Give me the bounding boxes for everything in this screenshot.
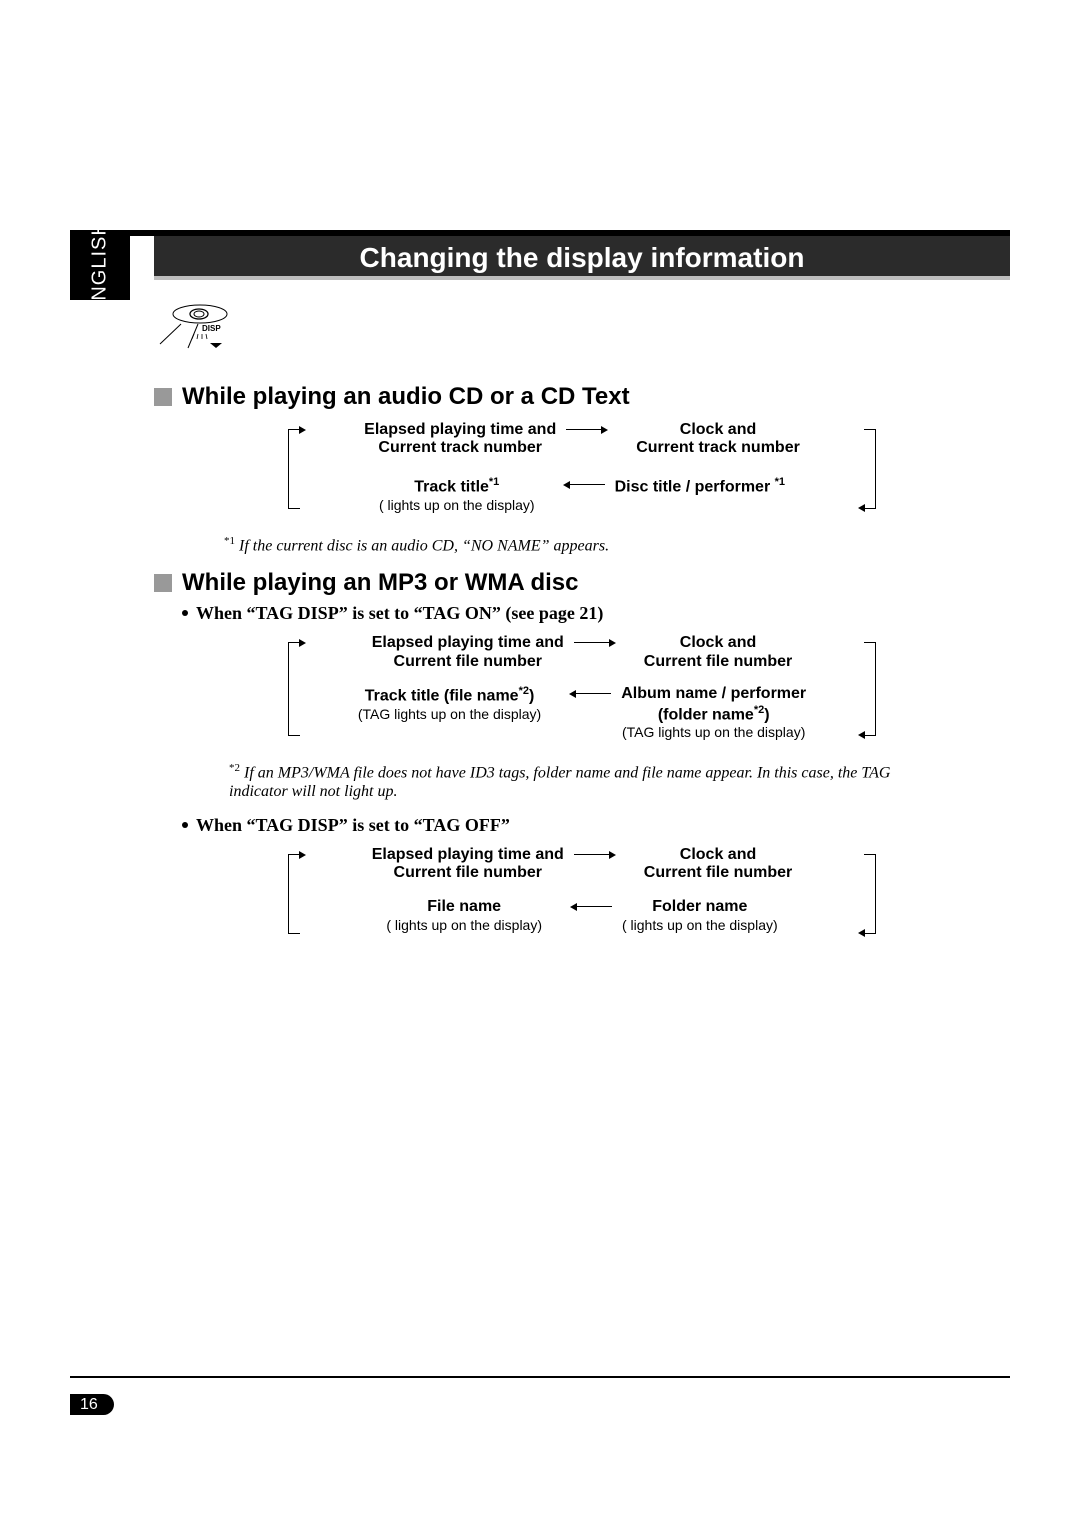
flow-text: Current track number — [636, 439, 800, 457]
flow-node: Disc title / performer *1 — [615, 476, 785, 513]
flow-text: Disc title / performer — [615, 478, 771, 495]
flow-node: Elapsed playing time and Current file nu… — [372, 846, 564, 883]
flow-text: Clock and — [644, 846, 792, 864]
flow-node: Track title*1 ( lights up on the display… — [379, 476, 535, 513]
flow-text: Elapsed playing time and — [364, 421, 556, 439]
page-title: Changing the display information — [154, 242, 1010, 274]
flow-node: Clock and Current file number — [644, 846, 792, 883]
flow-text: Current file number — [644, 864, 792, 882]
flow-diagram-2: Elapsed playing time and Current file nu… — [302, 634, 862, 744]
section-heading-text: While playing an MP3 or WMA disc — [182, 569, 578, 597]
page-content: ENGLISH Changing the display information… — [70, 230, 1010, 1398]
flow-text: Elapsed playing time and — [372, 634, 564, 652]
section-heading: While playing an MP3 or WMA disc — [154, 569, 1010, 597]
flow-text: Clock and — [636, 421, 800, 439]
flow-node: Clock and Current file number — [644, 634, 792, 671]
flow-text: (folder name — [658, 706, 754, 723]
flow-text: Current file number — [372, 864, 564, 882]
flow-text: File name — [386, 898, 542, 916]
flow-sup: *2 — [754, 704, 764, 716]
section-bullet-icon — [154, 388, 172, 406]
flow-text: Current file number — [644, 653, 792, 671]
flow-node: Elapsed playing time and Current track n… — [364, 421, 556, 458]
footnote: *1 If the current disc is an audio CD, “… — [224, 535, 1010, 555]
flow-text: Current track number — [364, 439, 556, 457]
flow-node: Folder name ( lights up on the display) — [622, 898, 778, 932]
flow-node: File name ( lights up on the display) — [386, 898, 542, 932]
flow-return-right-icon — [864, 429, 876, 509]
section-mp3-wma: While playing an MP3 or WMA disc When “T… — [154, 569, 1010, 941]
flow-node: Track title (file name*2) (TAG lights up… — [358, 685, 541, 740]
flow-text: Folder name — [622, 898, 778, 916]
flow-sup: *1 — [489, 476, 499, 488]
flow-sup: *2 — [519, 685, 529, 697]
title-bar-underline — [154, 276, 1010, 280]
header-row: ENGLISH Changing the display information — [70, 236, 1010, 300]
subheading-text: When “TAG DISP” is set to “TAG ON” (see … — [196, 603, 603, 623]
subheading: When “TAG DISP” is set to “TAG OFF” — [182, 815, 1010, 836]
section-heading-text: While playing an audio CD or a CD Text — [182, 383, 630, 411]
footnote-sup: *2 — [229, 762, 240, 774]
flow-return-left-icon — [288, 642, 300, 736]
flow-text: ) — [764, 706, 769, 723]
flow-node: Clock and Current track number — [636, 421, 800, 458]
flow-diagram-3: Elapsed playing time and Current file nu… — [302, 846, 862, 942]
section-heading: While playing an audio CD or a CD Text — [154, 383, 1010, 411]
flow-subtext: (TAG lights up on the display) — [358, 706, 541, 722]
flow-text: Elapsed playing time and — [372, 846, 564, 864]
flow-text: Current file number — [372, 653, 564, 671]
flow-subtext: ( lights up on the display) — [622, 917, 778, 933]
flow-sup: *1 — [775, 476, 785, 488]
language-tab: ENGLISH — [70, 236, 130, 300]
flow-return-right-icon — [864, 854, 876, 934]
flow-node: Elapsed playing time and Current file nu… — [372, 634, 564, 671]
disp-button-icon: DISP — [158, 304, 228, 350]
flow-subtext: ( lights up on the display) — [386, 917, 542, 933]
flow-return-right-icon — [864, 642, 876, 736]
bottom-rule — [70, 1376, 1010, 1378]
disp-label: DISP — [202, 324, 221, 333]
footnote-sup: *1 — [224, 535, 235, 547]
page-number-text: 16 — [70, 1394, 114, 1415]
footnote-text: If the current disc is an audio CD, “NO … — [235, 537, 609, 554]
flow-text: Track title — [414, 478, 489, 495]
section-bullet-icon — [154, 574, 172, 592]
flow-text: ) — [529, 687, 534, 704]
flow-return-left-icon — [288, 854, 300, 934]
page-number: 16 — [70, 1396, 114, 1414]
flow-subtext: ( lights up on the display) — [379, 497, 535, 513]
footnote: *2 If an MP3/WMA file does not have ID3 … — [229, 762, 950, 800]
flow-text: Album name / performer — [621, 685, 806, 703]
flow-node: Album name / performer (folder name*2) (… — [621, 685, 806, 740]
subheading: When “TAG DISP” is set to “TAG ON” (see … — [182, 603, 1010, 624]
flow-text: Clock and — [644, 634, 792, 652]
section-audio-cd: While playing an audio CD or a CD Text E… — [154, 383, 1010, 555]
flow-return-left-icon — [288, 429, 300, 509]
bullet-icon — [182, 822, 188, 828]
footnote-text: If an MP3/WMA file does not have ID3 tag… — [229, 765, 890, 800]
flow-diagram-1: Elapsed playing time and Current track n… — [302, 421, 862, 517]
bullet-icon — [182, 610, 188, 616]
flow-subtext: (TAG lights up on the display) — [621, 724, 806, 740]
title-bar: Changing the display information — [154, 236, 1010, 300]
flow-text: Track title (file name — [365, 687, 519, 704]
subheading-text: When “TAG DISP” is set to “TAG OFF” — [196, 815, 510, 835]
